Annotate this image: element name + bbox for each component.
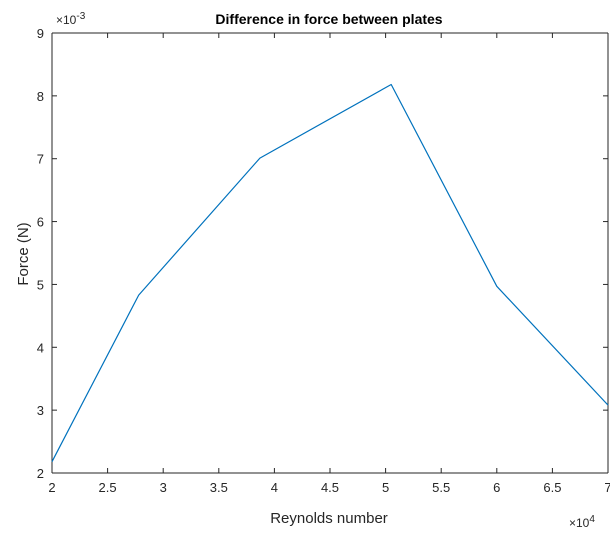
- y-tick-label: 7: [37, 152, 44, 167]
- x-multiplier-base: ×10: [569, 516, 590, 530]
- plot-area: 2 2.5 3 3.5 4 4.5 5 5.5 6 6.5 7 2 3 4 5 6 7 8 9: [37, 26, 610, 495]
- x-tick-label: 6: [493, 480, 500, 495]
- chart-title: Difference in force between plates: [215, 11, 442, 27]
- x-tick-label: 4: [271, 480, 278, 495]
- x-axis-multiplier: ×104: [569, 514, 595, 530]
- x-tick-label: 3: [160, 480, 167, 495]
- x-axis-label: Reynolds number: [270, 510, 388, 527]
- y-tick-label: 4: [37, 340, 44, 355]
- x-multiplier-exponent: 4: [589, 514, 595, 525]
- y-axis-label: Force (N): [15, 222, 32, 285]
- x-tick-label: 2: [48, 480, 55, 495]
- x-tick-label: 5: [382, 480, 389, 495]
- x-tick-label: 4.5: [321, 480, 339, 495]
- y-tick-label: 5: [37, 277, 44, 292]
- y-tick-label: 3: [37, 403, 44, 418]
- x-tick-label: 3.5: [210, 480, 228, 495]
- series-line: [51, 83, 609, 462]
- x-tick-label: 5.5: [432, 480, 450, 495]
- y-axis-multiplier: ×10-3: [56, 11, 86, 27]
- y-tick-label: 6: [37, 215, 44, 230]
- x-tick-label: 2.5: [99, 480, 117, 495]
- x-tick-label: 7: [604, 480, 610, 495]
- y-tick-label: 8: [37, 89, 44, 104]
- y-tick-label: 2: [37, 466, 44, 481]
- y-multiplier-base: ×10: [56, 13, 77, 27]
- y-multiplier-exponent: -3: [76, 11, 85, 22]
- y-tick-label: 9: [37, 26, 44, 41]
- x-tick-label: 6.5: [543, 480, 561, 495]
